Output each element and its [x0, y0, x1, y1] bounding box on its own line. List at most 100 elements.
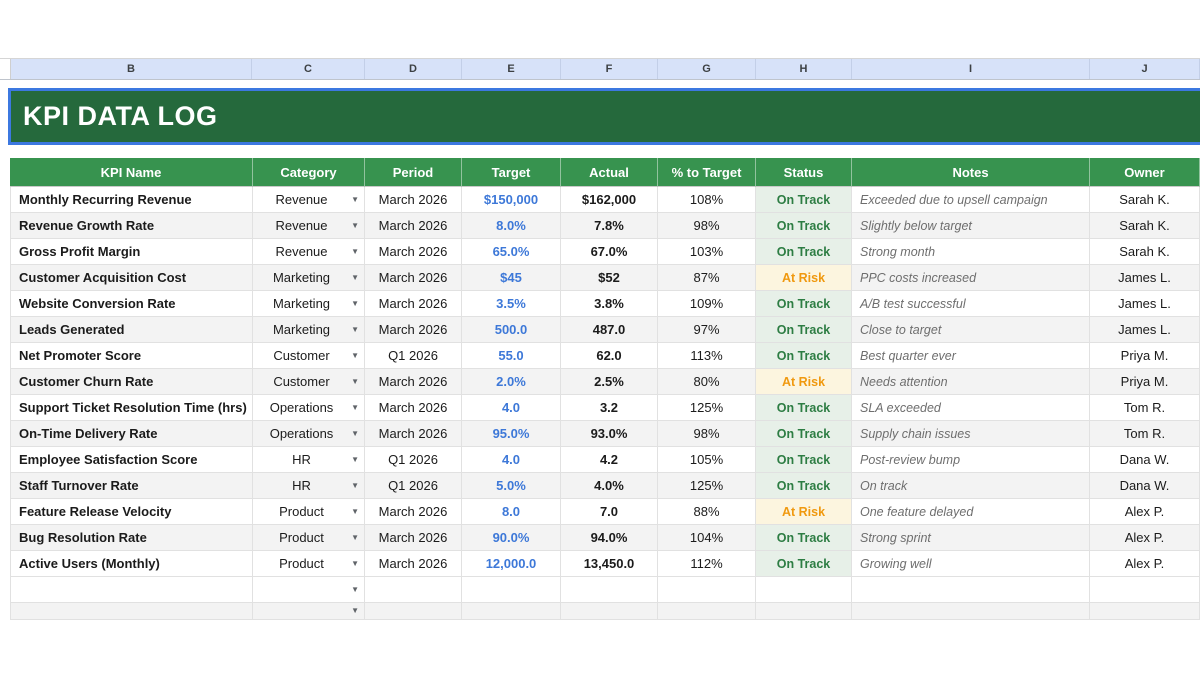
- table-header-pct_to_target[interactable]: % to Target: [658, 158, 756, 187]
- column-header-D[interactable]: D: [365, 59, 462, 79]
- cell-actual[interactable]: 487.0: [561, 317, 658, 343]
- cell-status[interactable]: At Risk: [756, 369, 852, 395]
- cell-actual[interactable]: 67.0%: [561, 239, 658, 265]
- cell-target[interactable]: [462, 603, 561, 620]
- cell-actual[interactable]: $162,000: [561, 187, 658, 213]
- cell-kpi[interactable]: Support Ticket Resolution Time (hrs): [10, 395, 253, 421]
- cell-kpi[interactable]: Active Users (Monthly): [10, 551, 253, 577]
- cell-status[interactable]: On Track: [756, 551, 852, 577]
- cell-status[interactable]: On Track: [756, 525, 852, 551]
- cell-owner[interactable]: Priya M.: [1090, 369, 1200, 395]
- table-header-status[interactable]: Status: [756, 158, 852, 187]
- dropdown-arrow-icon[interactable]: ▼: [351, 532, 359, 542]
- cell-actual[interactable]: 4.0%: [561, 473, 658, 499]
- cell-kpi[interactable]: Customer Churn Rate: [10, 369, 253, 395]
- cell-notes[interactable]: Supply chain issues: [852, 421, 1090, 447]
- dropdown-arrow-icon[interactable]: ▼: [351, 194, 359, 204]
- cell-period[interactable]: [365, 577, 462, 603]
- cell-notes[interactable]: On track: [852, 473, 1090, 499]
- cell-actual[interactable]: 7.8%: [561, 213, 658, 239]
- cell-actual[interactable]: 2.5%: [561, 369, 658, 395]
- cell-period[interactable]: March 2026: [365, 187, 462, 213]
- column-header-G[interactable]: G: [658, 59, 756, 79]
- cell-period[interactable]: Q1 2026: [365, 473, 462, 499]
- cell-kpi[interactable]: Leads Generated: [10, 317, 253, 343]
- cell-pct[interactable]: 125%: [658, 473, 756, 499]
- cell-actual[interactable]: 62.0: [561, 343, 658, 369]
- cell-owner[interactable]: Dana W.: [1090, 473, 1200, 499]
- dropdown-arrow-icon[interactable]: ▼: [351, 298, 359, 308]
- column-header-H[interactable]: H: [756, 59, 852, 79]
- cell-pct[interactable]: 108%: [658, 187, 756, 213]
- cell-pct[interactable]: 104%: [658, 525, 756, 551]
- cell-notes[interactable]: Exceeded due to upsell campaign: [852, 187, 1090, 213]
- cell-actual[interactable]: 7.0: [561, 499, 658, 525]
- cell-target[interactable]: 95.0%: [462, 421, 561, 447]
- cell-target[interactable]: 55.0: [462, 343, 561, 369]
- cell-notes[interactable]: Slightly below target: [852, 213, 1090, 239]
- cell-kpi[interactable]: Gross Profit Margin: [10, 239, 253, 265]
- cell-kpi[interactable]: On-Time Delivery Rate: [10, 421, 253, 447]
- cell-category[interactable]: Operations ▼: [253, 421, 365, 447]
- table-header-target[interactable]: Target: [462, 158, 561, 187]
- cell-category[interactable]: Revenue ▼: [253, 213, 365, 239]
- title-banner[interactable]: KPI DATA LOG: [8, 88, 1200, 145]
- cell-owner[interactable]: Sarah K.: [1090, 213, 1200, 239]
- column-header-E[interactable]: E: [462, 59, 561, 79]
- cell-notes[interactable]: Best quarter ever: [852, 343, 1090, 369]
- cell-pct[interactable]: 112%: [658, 551, 756, 577]
- cell-owner[interactable]: Alex P.: [1090, 525, 1200, 551]
- cell-target[interactable]: $45: [462, 265, 561, 291]
- cell-notes[interactable]: Close to target: [852, 317, 1090, 343]
- cell-category[interactable]: HR ▼: [253, 473, 365, 499]
- column-header-C[interactable]: C: [252, 59, 365, 79]
- cell-owner[interactable]: James L.: [1090, 317, 1200, 343]
- cell-period[interactable]: Q1 2026: [365, 447, 462, 473]
- cell-target[interactable]: 3.5%: [462, 291, 561, 317]
- dropdown-arrow-icon[interactable]: ▼: [351, 428, 359, 438]
- cell-pct[interactable]: 98%: [658, 421, 756, 447]
- cell-notes[interactable]: Post-review bump: [852, 447, 1090, 473]
- cell-period[interactable]: March 2026: [365, 525, 462, 551]
- cell-pct[interactable]: 87%: [658, 265, 756, 291]
- cell-actual[interactable]: 3.2: [561, 395, 658, 421]
- cell-target[interactable]: 4.0: [462, 395, 561, 421]
- cell-pct[interactable]: 88%: [658, 499, 756, 525]
- cell-target[interactable]: $150,000: [462, 187, 561, 213]
- cell-target[interactable]: 8.0: [462, 499, 561, 525]
- cell-category[interactable]: Marketing ▼: [253, 265, 365, 291]
- cell-category[interactable]: Marketing ▼: [253, 317, 365, 343]
- dropdown-arrow-icon[interactable]: ▼: [351, 506, 359, 516]
- cell-pct[interactable]: 97%: [658, 317, 756, 343]
- cell-period[interactable]: March 2026: [365, 395, 462, 421]
- cell-category[interactable]: Operations ▼: [253, 395, 365, 421]
- dropdown-arrow-icon[interactable]: ▼: [351, 454, 359, 464]
- cell-status[interactable]: On Track: [756, 343, 852, 369]
- column-header-J[interactable]: J: [1090, 59, 1200, 79]
- cell-status[interactable]: [756, 577, 852, 603]
- cell-status[interactable]: On Track: [756, 447, 852, 473]
- cell-actual[interactable]: [561, 577, 658, 603]
- cell-pct[interactable]: [658, 577, 756, 603]
- dropdown-arrow-icon[interactable]: ▼: [351, 480, 359, 490]
- cell-status[interactable]: On Track: [756, 213, 852, 239]
- cell-pct[interactable]: 98%: [658, 213, 756, 239]
- cell-category[interactable]: Customer ▼: [253, 369, 365, 395]
- dropdown-arrow-icon[interactable]: ▼: [351, 606, 359, 615]
- cell-notes[interactable]: A/B test successful: [852, 291, 1090, 317]
- cell-category[interactable]: Customer ▼: [253, 343, 365, 369]
- cell-category[interactable]: Product ▼: [253, 551, 365, 577]
- cell-period[interactable]: March 2026: [365, 213, 462, 239]
- cell-notes[interactable]: [852, 577, 1090, 603]
- cell-notes[interactable]: Strong sprint: [852, 525, 1090, 551]
- cell-notes[interactable]: PPC costs increased: [852, 265, 1090, 291]
- cell-status[interactable]: On Track: [756, 187, 852, 213]
- cell-status[interactable]: On Track: [756, 291, 852, 317]
- cell-status[interactable]: At Risk: [756, 265, 852, 291]
- cell-target[interactable]: 5.0%: [462, 473, 561, 499]
- cell-category[interactable]: Product ▼: [253, 525, 365, 551]
- cell-kpi[interactable]: [10, 603, 253, 620]
- cell-kpi[interactable]: Employee Satisfaction Score: [10, 447, 253, 473]
- cell-category[interactable]: Marketing ▼: [253, 291, 365, 317]
- cell-period[interactable]: March 2026: [365, 369, 462, 395]
